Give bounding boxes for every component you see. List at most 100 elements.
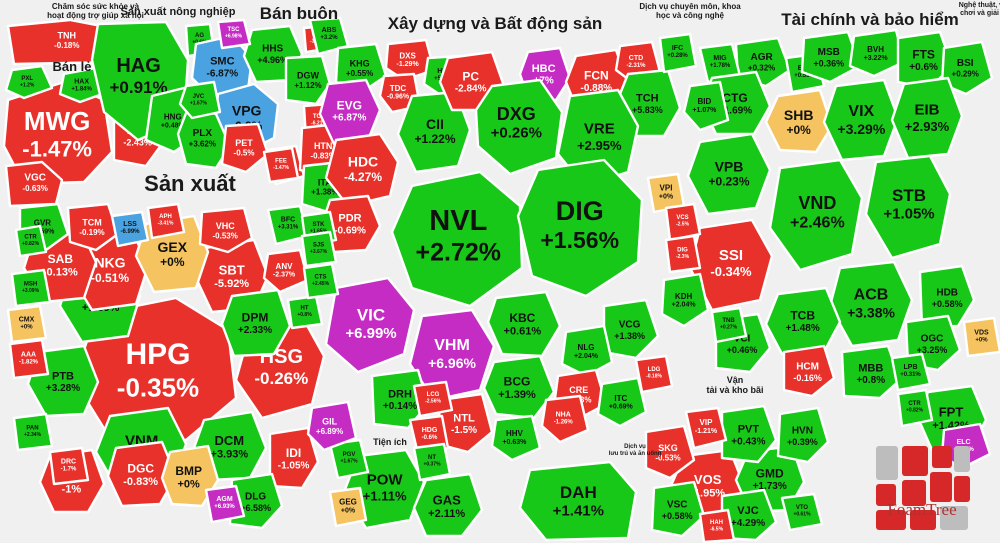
- treemap-cell[interactable]: TCM-0.19%: [66, 202, 120, 252]
- cell-shape[interactable]: [768, 158, 864, 272]
- cell-shape[interactable]: [686, 132, 772, 216]
- cell-shape[interactable]: [216, 18, 252, 50]
- cell-shape[interactable]: [408, 308, 496, 402]
- treemap-cell[interactable]: NLG+2.04%: [560, 324, 614, 378]
- treemap-cell[interactable]: HAH-6.5%: [698, 508, 736, 543]
- treemap-cell[interactable]: VHC-0.53%: [198, 206, 254, 254]
- cell-shape[interactable]: [962, 316, 1000, 358]
- cell-shape[interactable]: [334, 42, 388, 94]
- cell-shape[interactable]: [896, 388, 934, 428]
- cell-shape[interactable]: [4, 160, 64, 208]
- cell-shape[interactable]: [490, 414, 542, 462]
- treemap-cell[interactable]: VIC+6.99%: [324, 276, 416, 374]
- cell-shape[interactable]: [384, 38, 436, 82]
- cell-shape[interactable]: [650, 480, 706, 538]
- treemap-cell[interactable]: DXG+0.26%: [474, 78, 564, 176]
- treemap-cell[interactable]: DGW+1.12%: [284, 54, 332, 106]
- treemap-cell[interactable]: GAS+2.11%: [412, 472, 484, 538]
- cell-shape[interactable]: [764, 88, 834, 154]
- cell-shape[interactable]: [720, 404, 778, 464]
- treemap-cell[interactable]: HCM-0.16%: [782, 344, 836, 398]
- cell-shape[interactable]: [890, 352, 932, 392]
- cell-shape[interactable]: [324, 132, 400, 208]
- treemap-cell[interactable]: VND+2.46%: [768, 158, 864, 272]
- treemap-cell[interactable]: TNB+0.27%: [710, 306, 748, 344]
- treemap-cell[interactable]: IFC+0.28%: [658, 32, 698, 74]
- cell-shape[interactable]: [782, 344, 836, 398]
- treemap-cell[interactable]: VGC-0.63%: [4, 160, 64, 208]
- treemap-cell[interactable]: VDS+0%: [962, 316, 1000, 358]
- treemap-cell[interactable]: VHM+6.96%: [408, 308, 496, 402]
- treemap-cell[interactable]: BVH+3.22%: [848, 28, 906, 78]
- cell-shape[interactable]: [710, 306, 748, 344]
- treemap-cell[interactable]: DIG+1.56%: [516, 158, 644, 298]
- treemap-cell[interactable]: MSH+3.09%: [10, 268, 52, 308]
- treemap-cell[interactable]: DXS-1.29%: [384, 38, 436, 82]
- cell-shape[interactable]: [198, 206, 254, 254]
- treemap-cell[interactable]: SKG-0.53%: [644, 424, 696, 480]
- treemap-cell[interactable]: STB+1.05%: [864, 154, 952, 260]
- cell-shape[interactable]: [6, 304, 48, 344]
- treemap-cell[interactable]: NT+0.37%: [412, 442, 452, 482]
- treemap-cell[interactable]: GEG+0%: [328, 486, 368, 528]
- treemap-cell[interactable]: KBC+0.61%: [486, 290, 562, 358]
- treemap-cell[interactable]: VIP-1.21%: [684, 406, 728, 450]
- treemap-cell[interactable]: BID+1.07%: [682, 80, 730, 132]
- cell-shape[interactable]: [324, 276, 416, 374]
- cell-shape[interactable]: [822, 78, 900, 162]
- treemap-cell[interactable]: BCG+1.39%: [482, 354, 556, 420]
- cell-shape[interactable]: [106, 440, 178, 508]
- cell-shape[interactable]: [896, 30, 954, 90]
- treemap-cell[interactable]: DPM+2.33%: [220, 288, 292, 358]
- cell-shape[interactable]: [780, 492, 824, 532]
- treemap-cell[interactable]: KDH+2.04%: [660, 272, 710, 328]
- cell-shape[interactable]: [306, 400, 358, 452]
- treemap-cell[interactable]: DRH+0.14%: [370, 368, 430, 430]
- treemap-cell[interactable]: TSC+6.98%: [216, 18, 252, 50]
- cell-shape[interactable]: [664, 234, 702, 274]
- cell-shape[interactable]: [864, 154, 952, 260]
- cell-shape[interactable]: [14, 224, 48, 258]
- cell-shape[interactable]: [328, 486, 368, 528]
- treemap-cell[interactable]: VTO+0.61%: [780, 492, 824, 532]
- cell-shape[interactable]: [840, 344, 902, 400]
- treemap-cell[interactable]: NHA -1.26%: [540, 394, 590, 444]
- treemap-cell[interactable]: AGM+6.93%: [204, 484, 246, 524]
- treemap-cell[interactable]: VPB+0.23%: [686, 132, 772, 216]
- treemap-cell[interactable]: FEE-1.47%: [262, 146, 300, 184]
- treemap-cell[interactable]: BMP+0%: [160, 444, 220, 508]
- cell-shape[interactable]: [66, 202, 120, 252]
- cell-shape[interactable]: [800, 30, 862, 84]
- cell-shape[interactable]: [660, 272, 710, 328]
- cell-shape[interactable]: [412, 380, 454, 418]
- cell-shape[interactable]: [658, 32, 698, 74]
- cell-shape[interactable]: [412, 472, 484, 538]
- cell-shape[interactable]: [286, 294, 324, 330]
- cell-shape[interactable]: [262, 146, 300, 184]
- cell-shape[interactable]: [482, 354, 556, 420]
- treemap-cell[interactable]: ANV-2.37%: [262, 248, 310, 294]
- treemap-cell[interactable]: CII+1.22%: [396, 90, 472, 174]
- treemap-cell[interactable]: VCS-2.5%: [664, 202, 702, 242]
- cell-shape[interactable]: [178, 80, 222, 120]
- treemap-cell[interactable]: PET-0.5%: [220, 122, 270, 174]
- cell-shape[interactable]: [596, 376, 648, 428]
- cell-shape[interactable]: [4, 64, 54, 100]
- treemap-cell[interactable]: CTR+0.82%: [14, 224, 48, 258]
- cell-shape[interactable]: [556, 88, 640, 188]
- treemap-cell[interactable]: APH-3.41%: [146, 202, 186, 240]
- treemap-cell[interactable]: SJS+3.67%: [300, 230, 338, 268]
- treemap-cell[interactable]: BSI+0.29%: [940, 40, 994, 96]
- cell-shape[interactable]: [146, 202, 186, 240]
- cell-shape[interactable]: [220, 122, 270, 174]
- cell-shape[interactable]: [370, 368, 430, 430]
- treemap-cell[interactable]: DGC-0.83%: [106, 440, 178, 508]
- treemap-cell[interactable]: FTS+0.6%: [896, 30, 954, 90]
- cell-shape[interactable]: [8, 338, 50, 380]
- cell-shape[interactable]: [664, 202, 702, 242]
- cell-shape[interactable]: [644, 424, 696, 480]
- treemap-cell[interactable]: EIB+2.93%: [890, 76, 964, 160]
- treemap-cell[interactable]: DAH+1.41%: [518, 460, 638, 542]
